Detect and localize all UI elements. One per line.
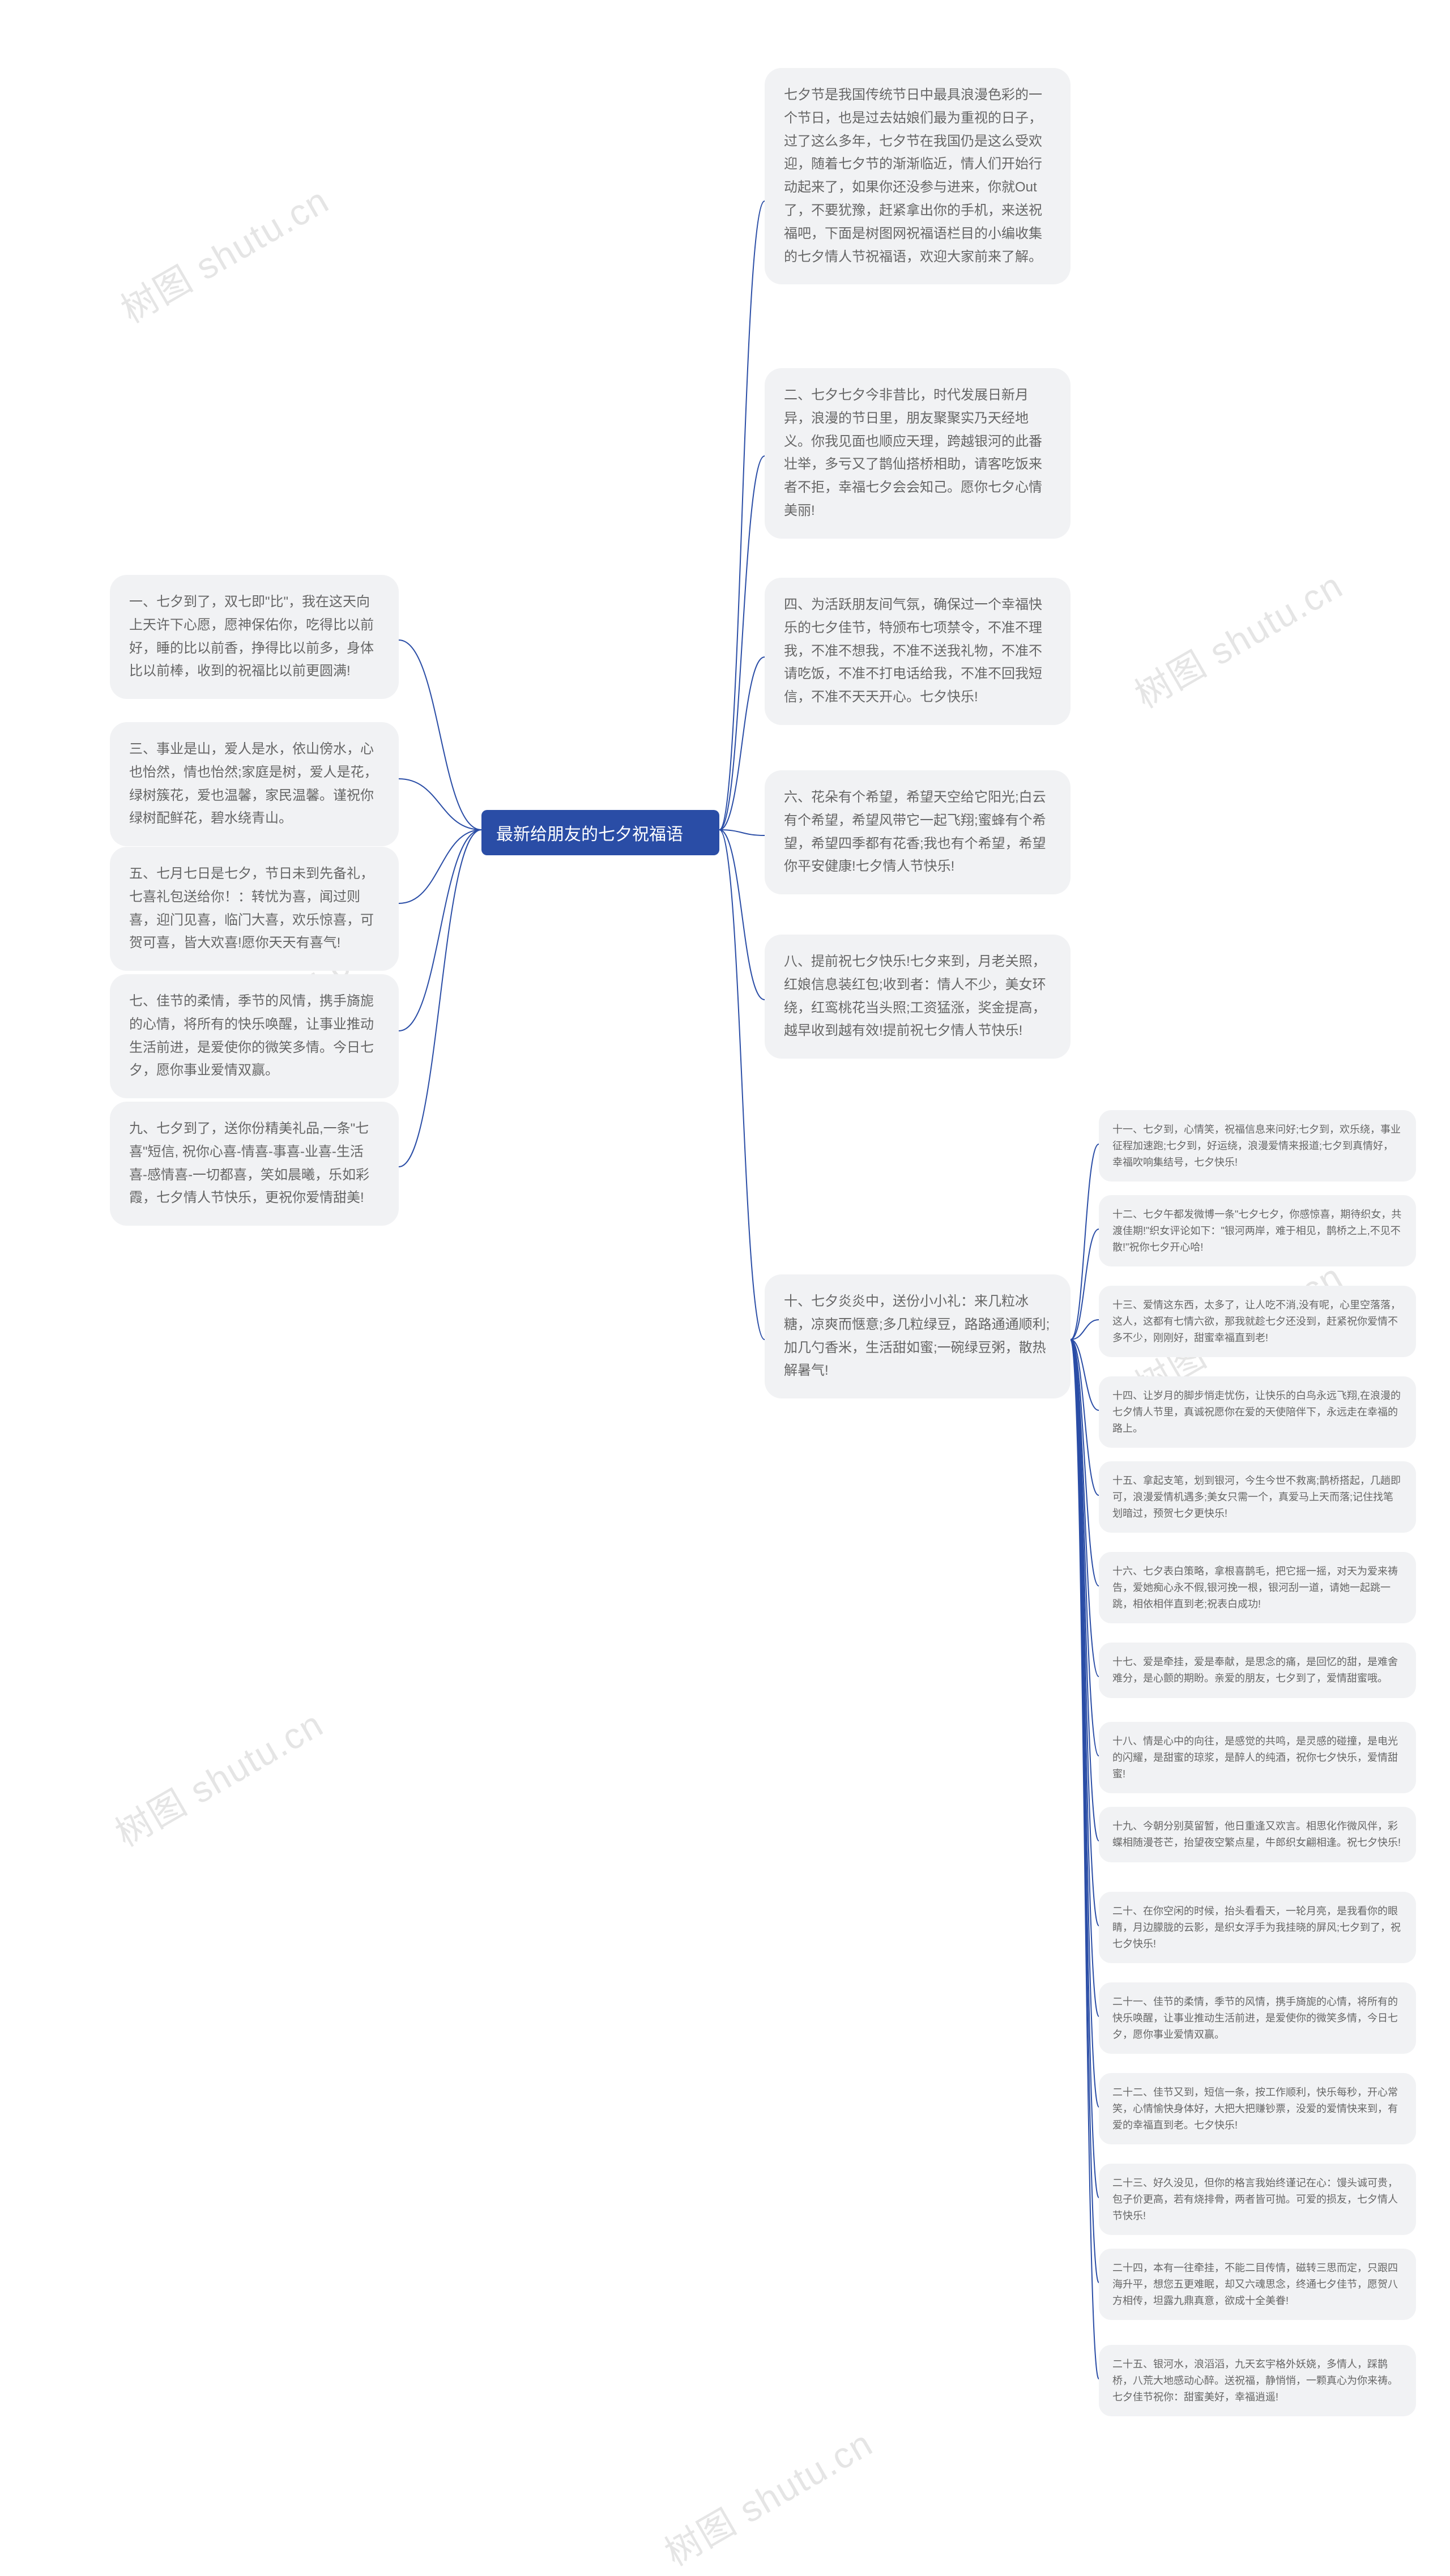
mindmap-node: 十、七夕炎炎中，送份小小礼：来几粒冰糖，凉爽而惬意;多几粒绿豆，路路通通顺利;加…: [765, 1274, 1071, 1398]
mindmap-node: 十三、爱情这东西，太多了，让人吃不消,没有呢，心里空落落，这人，这都有七情六欲，…: [1099, 1286, 1416, 1357]
mindmap-node: 二十三、好久没见，但你的格言我始终谨记在心：馒头诚可贵，包子价更高，若有烧排骨，…: [1099, 2164, 1416, 2235]
mindmap-node: 六、花朵有个希望，希望天空给它阳光;白云有个希望，希望风带它一起飞翔;蜜蜂有个希…: [765, 770, 1071, 894]
mindmap-node: 二十五、银河水，浪滔滔，九天玄宇格外妖娆，多情人，踩鹊桥，八荒大地感动心醉。送祝…: [1099, 2345, 1416, 2416]
mindmap-node: 二、七夕七夕今非昔比，时代发展日新月异，浪漫的节日里，朋友聚聚实乃天经地义。你我…: [765, 368, 1071, 539]
mindmap-node: 八、提前祝七夕快乐!七夕来到，月老关照，红娘信息装红包;收到者：情人不少，美女环…: [765, 935, 1071, 1059]
mindmap-node: 二十一、佳节的柔情，季节的风情，携手旖旎的心情，将所有的快乐唤醒，让事业推动生活…: [1099, 1982, 1416, 2054]
mindmap-node: 十二、七夕午都发微博一条"七夕七夕，你感惊喜，期待织女，共渡佳期!"织女评论如下…: [1099, 1195, 1416, 1266]
mindmap-node: 二十二、佳节又到，短信一条，按工作顺利，快乐每秒，开心常笑，心情愉快身体好，大把…: [1099, 2073, 1416, 2144]
center-node: 最新给朋友的七夕祝福语: [481, 810, 719, 855]
watermark: 树图 shutu.cn: [654, 2415, 881, 2576]
mindmap-node: 十七、爱是牵挂，爱是奉献，是思念的痛，是回忆的甜，是难舍难分，是心颤的期盼。亲爱…: [1099, 1643, 1416, 1698]
mindmap-node: 五、七月七日是七夕，节日未到先备礼，七喜礼包送给你！：转忧为喜，闻过则喜，迎门见…: [110, 847, 399, 971]
mindmap-node: 四、为活跃朋友间气氛，确保过一个幸福快乐的七夕佳节，特颁布七项禁令，不准不理我，…: [765, 578, 1071, 725]
mindmap-node: 二十、在你空闲的时候，抬头看看天，一轮月亮，是我看你的眼睛，月边朦胧的云影，是织…: [1099, 1892, 1416, 1963]
mindmap-node: 一、七夕到了，双七即"比"，我在这天向上天许下心愿，愿神保佑你，吃得比以前好，睡…: [110, 575, 399, 699]
mindmap-node: 九、七夕到了，送你份精美礼品,一条"七喜"短信, 祝你心喜-情喜-事喜-业喜-生…: [110, 1102, 399, 1226]
mindmap-node: 七夕节是我国传统节日中最具浪漫色彩的一个节日，也是过去姑娘们最为重视的日子，过了…: [765, 68, 1071, 284]
mindmap-node: 三、事业是山，爱人是水，依山傍水，心也怡然，情也怡然;家庭是树，爱人是花，绿树簇…: [110, 722, 399, 846]
mindmap-node: 十四、让岁月的脚步悄走忧伤，让快乐的白鸟永远飞翔,在浪漫的七夕情人节里，真诚祝愿…: [1099, 1376, 1416, 1448]
mindmap-node: 十五、拿起支笔，划到银河，今生今世不救离;鹊桥搭起，几趟即可，浪漫爱情机遇多;美…: [1099, 1461, 1416, 1533]
mindmap-node: 十九、今朝分别莫留暂，他日重逢又欢言。相思化作微风伴，彩蝶相随漫苍芒，抬望夜空繁…: [1099, 1807, 1416, 1862]
mindmap-node: 十六、七夕表白策略，拿根喜鹊毛，把它摇一摇，对天为爱来祷告，爱她痴心永不假,银河…: [1099, 1552, 1416, 1623]
mindmap-node: 十八、情是心中的向往，是感觉的共鸣，是灵感的碰撞，是电光的闪耀，是甜蜜的琼浆，是…: [1099, 1722, 1416, 1793]
mindmap-node: 二十四，本有一往牵挂，不能二目传情，磁转三思而定，只跟四海升平，想您五更难眠，却…: [1099, 2249, 1416, 2320]
mindmap-node: 十一、七夕到，心情笑，祝福信息来问好;七夕到，欢乐绕，事业征程加速跑;七夕到，好…: [1099, 1110, 1416, 1182]
watermark: 树图 shutu.cn: [110, 172, 337, 334]
watermark: 树图 shutu.cn: [1124, 557, 1351, 719]
watermark: 树图 shutu.cn: [104, 1696, 331, 1857]
mindmap-node: 七、佳节的柔情，季节的风情，携手旖旎的心情，将所有的快乐唤醒，让事业推动生活前进…: [110, 974, 399, 1098]
